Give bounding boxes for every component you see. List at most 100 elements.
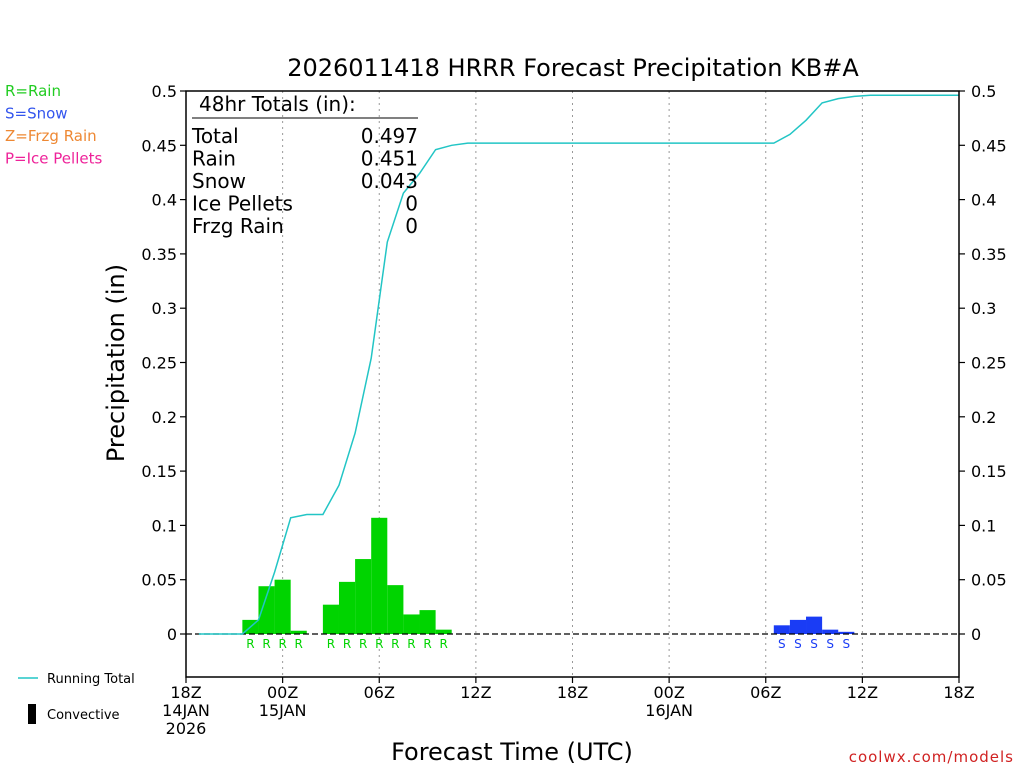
precip-bar — [789, 619, 807, 634]
y-tick-label-right: 0.25 — [971, 354, 1007, 373]
totals-row-value: 0 — [405, 192, 418, 216]
y-tick-label-left: 0.4 — [152, 191, 177, 210]
ptype-label: R — [407, 637, 415, 651]
x-tick-label: 18Z — [557, 683, 588, 702]
x-tick-label: 00Z — [653, 683, 684, 702]
chart-title: 2026011418 HRRR Forecast Precipitation K… — [287, 54, 859, 82]
totals-row-label: Rain — [192, 147, 236, 171]
ptype-label: R — [375, 637, 383, 651]
y-tick-label-left: 0.1 — [152, 516, 177, 535]
x-tick-label: 18Z — [943, 683, 974, 702]
ptype-label: R — [295, 637, 303, 651]
series-legend-label: Convective — [47, 708, 120, 723]
precip-bar — [274, 579, 291, 634]
x-tick-label: 06Z — [750, 683, 781, 702]
totals-row-label: Ice Pellets — [192, 192, 293, 216]
y-tick-label-left: 0.35 — [141, 245, 177, 264]
series-legend-label: Running Total — [47, 672, 135, 687]
totals-row-value: 0 — [405, 214, 418, 238]
precip-bar — [838, 631, 855, 634]
totals-row-value: 0.497 — [361, 124, 418, 148]
x-axis-label: Forecast Time (UTC) — [391, 738, 633, 766]
running-total-line — [198, 94, 959, 635]
precip-bar — [773, 625, 790, 634]
y-tick-label-right: 0.15 — [971, 462, 1007, 481]
credit-text: coolwx.com/models — [849, 748, 1014, 766]
y-axis-label: Precipitation (in) — [102, 264, 130, 462]
ptype-label: R — [343, 637, 351, 651]
series-legend: Running Total Convective — [18, 672, 135, 724]
y-tick-label-left: 0.45 — [141, 136, 177, 155]
totals-row-label: Snow — [192, 169, 246, 193]
ptype-label: S — [794, 637, 802, 651]
y-tick-label-right: 0.5 — [971, 82, 996, 101]
totals-row-label: Total — [191, 124, 239, 148]
ptype-label: S — [826, 637, 834, 651]
y-tick-label-left: 0.2 — [152, 408, 177, 427]
gridlines — [282, 91, 863, 677]
y-axis-ticks: 0 00.05 0.050.1 0.10.15 0.150.2 0.20.25 0.250.… — [141, 82, 1006, 644]
ptype-label: S — [810, 637, 818, 651]
precip-bar — [403, 614, 420, 634]
precip-bar — [322, 604, 339, 634]
convective-legend-swatch — [28, 704, 36, 724]
precip-bar — [371, 517, 388, 634]
totals-box: 48hr Totals (in): Total 0.497 Rain 0.451 Sno… — [191, 92, 418, 238]
precip-bar — [387, 585, 404, 634]
x-tick-label: 14JAN — [162, 701, 210, 720]
y-tick-label-left: 0 — [167, 625, 177, 644]
precip-bar — [806, 616, 823, 634]
precip-bar — [290, 630, 307, 634]
y-tick-label-right: 0 — [971, 625, 981, 644]
ptype-label: R — [327, 637, 335, 651]
ptype-label: R — [439, 637, 447, 651]
y-tick-label-left: 0.5 — [152, 82, 177, 101]
x-tick-label: 16JAN — [645, 701, 693, 720]
y-tick-label-right: 0.35 — [971, 245, 1007, 264]
y-tick-label-right: 0.2 — [971, 408, 996, 427]
ptype-label: S — [778, 637, 786, 651]
totals-row-value: 0.043 — [361, 169, 418, 193]
y-tick-label-right: 0.05 — [971, 571, 1007, 590]
y-tick-label-right: 0.45 — [971, 136, 1007, 155]
y-tick-label-left: 0.05 — [141, 571, 177, 590]
y-tick-label-right: 0.1 — [971, 516, 996, 535]
precip-bar — [419, 610, 436, 634]
type-legend-item: P=Ice Pellets — [5, 150, 102, 168]
totals-row-label: Frzg Rain — [192, 214, 284, 238]
y-tick-label-right: 0.4 — [971, 191, 996, 210]
ptype-label: R — [391, 637, 399, 651]
precip-bar — [258, 586, 275, 634]
totals-heading: 48hr Totals (in): — [199, 92, 356, 116]
ptype-label: R — [262, 637, 270, 651]
y-tick-label-left: 0.3 — [152, 299, 177, 318]
x-tick-label: 15JAN — [259, 701, 307, 720]
precip-bar — [355, 559, 372, 634]
x-tick-label: 00Z — [267, 683, 298, 702]
x-tick-label: 06Z — [364, 683, 395, 702]
precip-bar — [822, 629, 839, 634]
type-legend-item: R=Rain — [5, 82, 61, 100]
precip-type-legend: R=Rain S=Snow Z=Frzg Rain P=Ice Pellets — [5, 82, 102, 168]
x-tick-label: 18Z — [170, 683, 201, 702]
totals-row-value: 0.451 — [361, 147, 418, 171]
type-legend-item: Z=Frzg Rain — [5, 127, 97, 145]
x-tick-label: 2026 — [166, 719, 207, 738]
precip-bar — [338, 581, 356, 634]
ptype-label: R — [246, 637, 254, 651]
precip-bar — [435, 629, 452, 634]
totals-rows: Total 0.497 Rain 0.451 Snow 0.043 Ice Pellets 0… — [191, 124, 418, 238]
y-tick-label-right: 0.3 — [971, 299, 996, 318]
ptype-label: R — [423, 637, 431, 651]
ptype-label: S — [842, 637, 850, 651]
ptype-label: R — [359, 637, 367, 651]
type-legend-item: S=Snow — [5, 105, 68, 123]
y-tick-label-left: 0.15 — [141, 462, 177, 481]
y-tick-label-left: 0.25 — [141, 354, 177, 373]
x-tick-label: 12Z — [460, 683, 491, 702]
x-tick-label: 12Z — [847, 683, 878, 702]
